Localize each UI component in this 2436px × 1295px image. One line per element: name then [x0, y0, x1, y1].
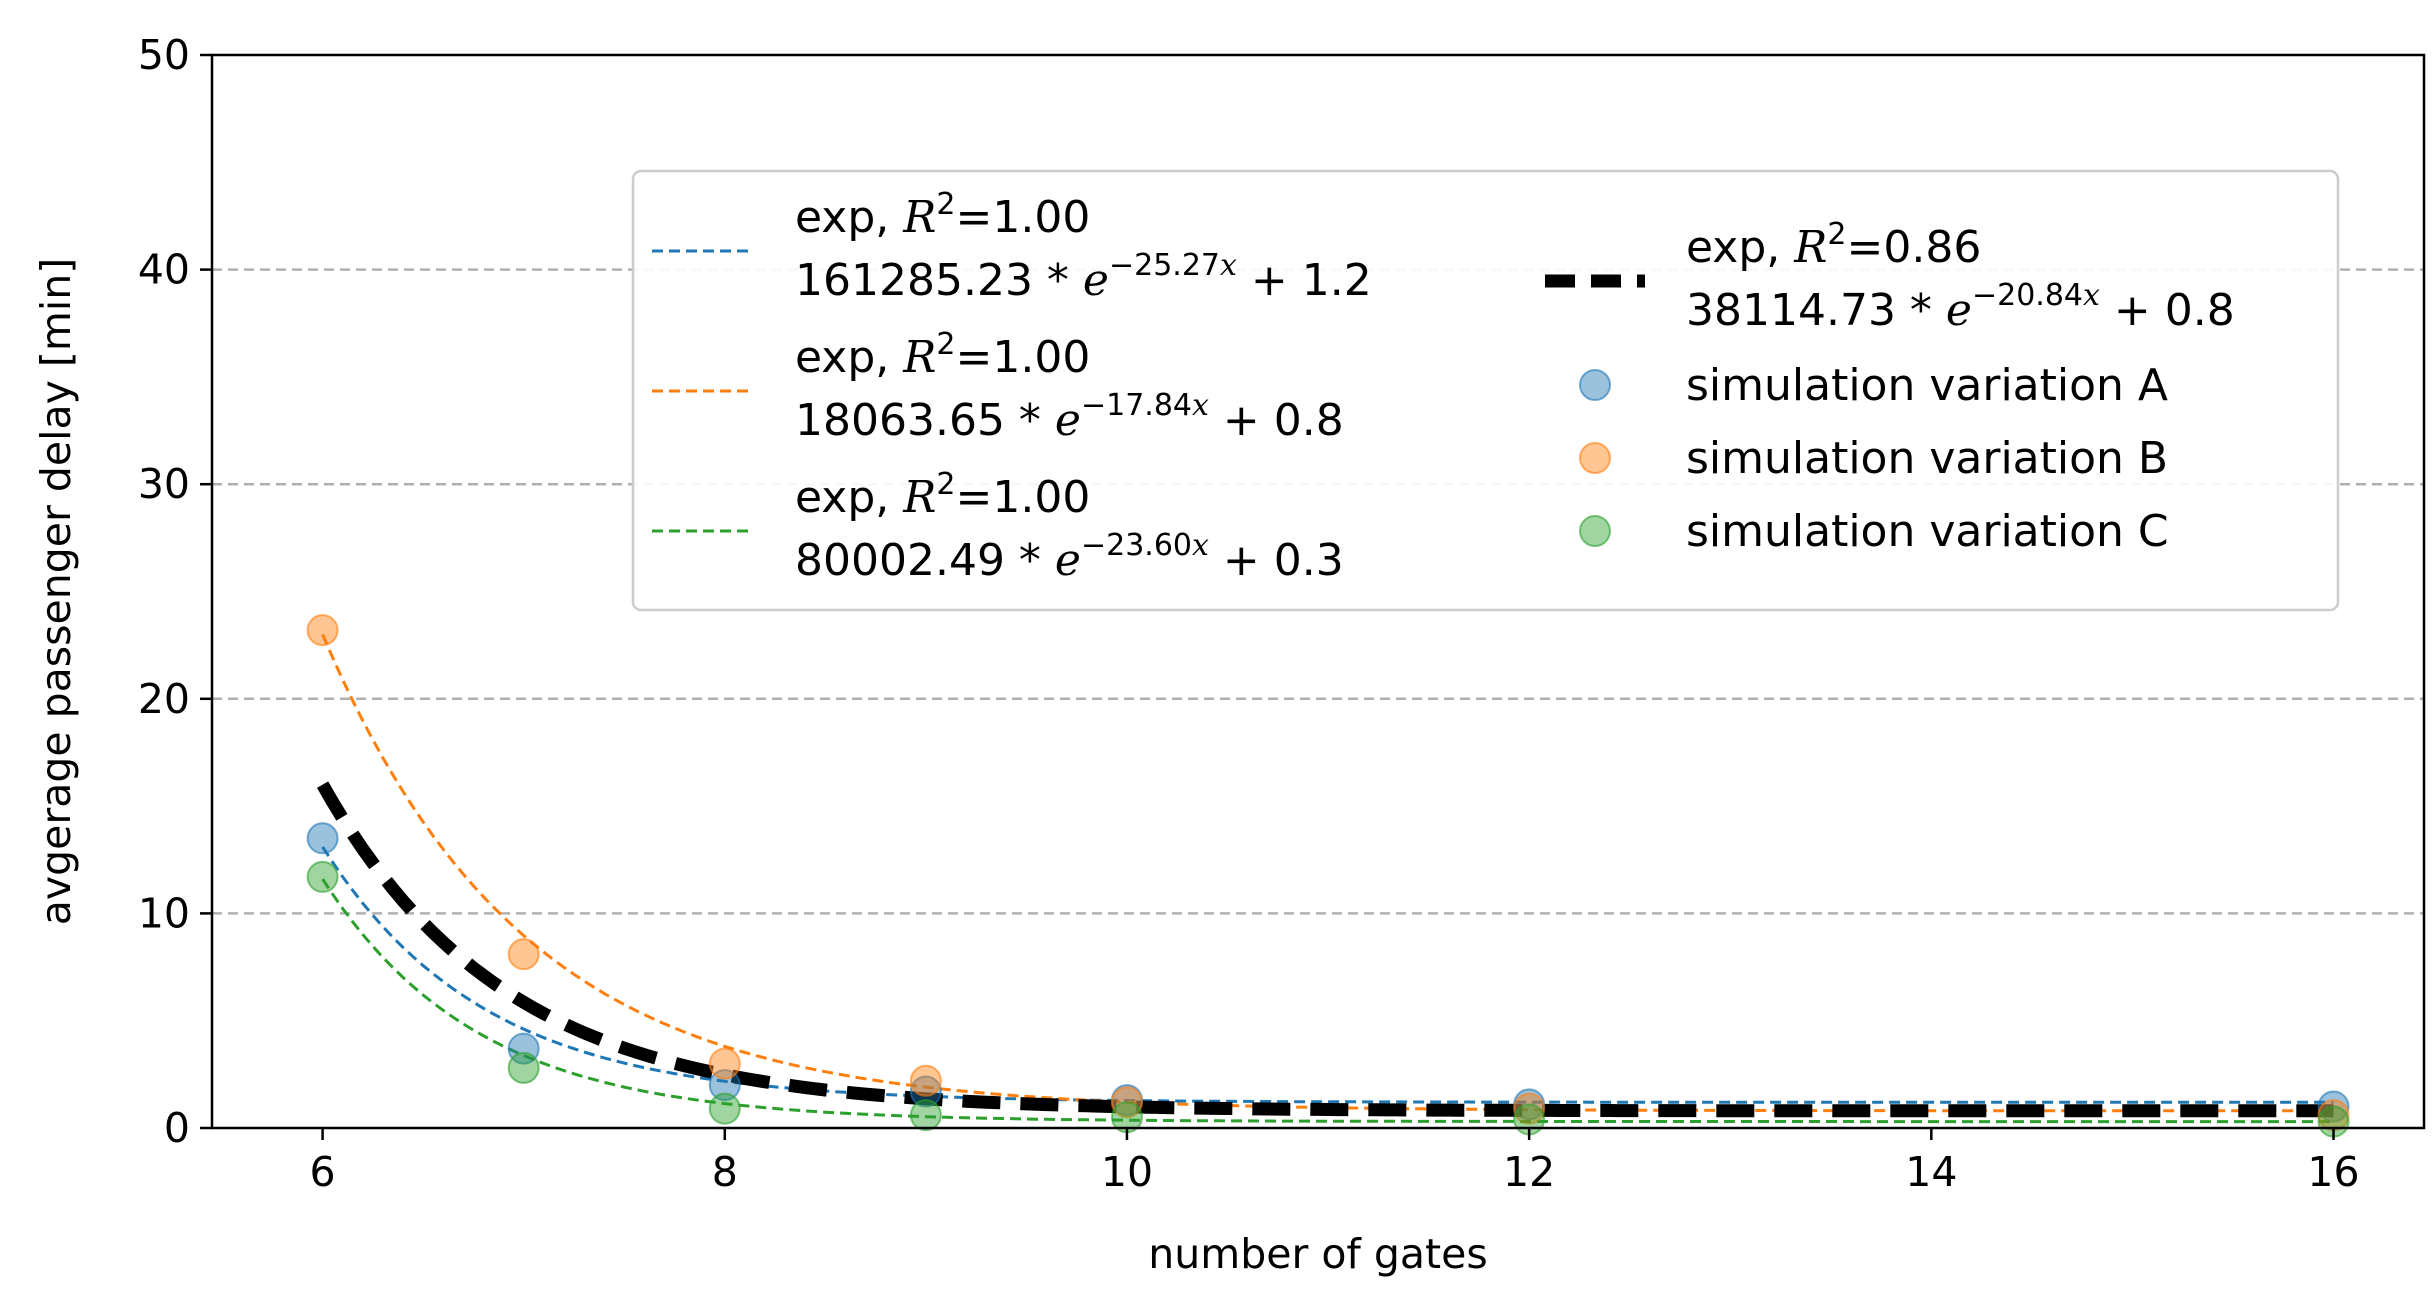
y-tick-label-40: 40: [138, 246, 190, 294]
fit-curve-B: [321, 633, 2334, 1113]
y-tick-label-30: 30: [138, 460, 190, 508]
x-tick-label-6: 6: [310, 1148, 336, 1196]
x-tick-label-12: 12: [1503, 1148, 1555, 1196]
point-A-9: [909, 1075, 942, 1108]
fit-curves: [316, 633, 2334, 1124]
y-tick-label-10: 10: [138, 889, 190, 937]
fit-curve-combined: [316, 781, 2334, 1118]
legend-fit-B-line2: 18063.65 * e−17.84x + 0.8: [795, 388, 1344, 446]
y-tick-label-50: 50: [138, 31, 190, 79]
plot-frame: [210, 53, 2426, 1130]
point-C-9: [909, 1099, 942, 1132]
legend-label-A: simulation variation A: [1686, 360, 2168, 411]
legend-fit-A-line2: 161285.23 * e−25.27x + 1.2: [795, 248, 1372, 306]
x-tick-label-14: 14: [1905, 1148, 1957, 1196]
legend-fit-combined-line1: exp, R2=0.86: [1686, 217, 1981, 273]
point-C-7: [507, 1051, 540, 1084]
legend-fit-B-line1: exp, R2=1.00: [795, 327, 1090, 383]
legend-marker-C: [1579, 515, 1611, 547]
point-B-6: [306, 614, 339, 647]
legend-fit-C-line1: exp, R2=1.00: [795, 467, 1090, 523]
y-tick-label-20: 20: [138, 675, 190, 723]
legend-fit-C-line2: 80002.49 * e−23.60x + 0.3: [795, 528, 1344, 586]
x-tick-label-10: 10: [1101, 1148, 1153, 1196]
point-C-8: [708, 1092, 741, 1125]
fit-curve-A: [321, 846, 2334, 1104]
fit-curve-C: [321, 878, 2334, 1124]
legend-fit-combined-line2: 38114.73 * e−20.84x + 0.8: [1686, 278, 2235, 336]
legend-marker-A: [1579, 369, 1611, 401]
point-A-7: [507, 1032, 540, 1065]
legend-label-B: simulation variation B: [1686, 433, 2168, 484]
point-B-7: [507, 938, 540, 971]
point-C-6: [306, 860, 339, 893]
y-tick-label-0: 0: [164, 1104, 190, 1152]
x-tick-label-16: 16: [2307, 1148, 2359, 1196]
x-axis-label: number of gates: [1148, 1230, 1487, 1278]
y-axis-label: avgerage passenger delay [min]: [32, 258, 80, 926]
legend-marker-B: [1579, 442, 1611, 474]
legend-frame: [631, 169, 2340, 612]
point-B-9: [909, 1064, 942, 1097]
x-tick-label-8: 8: [712, 1148, 738, 1196]
point-B-8: [708, 1047, 741, 1080]
legend-fit-A-line1: exp, R2=1.00: [795, 187, 1090, 243]
point-A-6: [306, 822, 339, 855]
point-B-12: [1513, 1092, 1546, 1125]
axis-ticks: 6 8 10 12 14 16 0 10 20 30 40 50: [138, 31, 2360, 1196]
legend-label-C: simulation variation C: [1686, 506, 2169, 557]
